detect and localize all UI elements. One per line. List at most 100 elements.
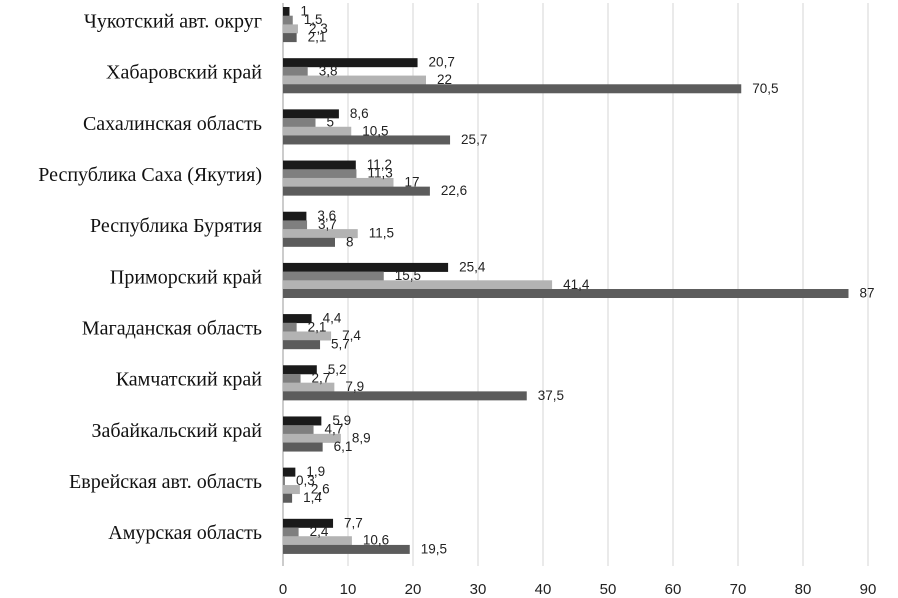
data-label: 25,7 <box>461 132 487 147</box>
bar-series-2 <box>283 66 308 76</box>
data-label: 2,6 <box>311 482 330 497</box>
bar-series-3 <box>283 433 341 443</box>
bar-series-2 <box>283 169 357 179</box>
data-label: 4,7 <box>325 422 344 437</box>
x-tick-label: 60 <box>665 581 682 598</box>
data-label: 6,1 <box>334 439 353 454</box>
bar-series-2 <box>283 15 293 25</box>
category-label: Приморский край <box>110 266 262 288</box>
bar-series-4 <box>283 340 321 350</box>
data-label: 8,9 <box>352 430 371 445</box>
x-tick-label: 10 <box>340 581 357 598</box>
data-label: 2,4 <box>310 524 329 539</box>
bar-series-4 <box>283 33 297 43</box>
category-label: Камчатский край <box>116 369 263 391</box>
bar-series-4 <box>283 544 410 554</box>
data-label: 5,7 <box>331 337 350 352</box>
category-label: Чукотский авт. округ <box>84 10 262 32</box>
data-label: 7,7 <box>344 515 363 530</box>
data-label: 1,5 <box>304 12 323 27</box>
data-label: 11,2 <box>367 157 392 172</box>
data-label: 25,4 <box>459 259 486 274</box>
category-label: Сахалинская область <box>83 113 262 135</box>
category-label: Магаданская область <box>82 317 262 339</box>
x-tick-label: 50 <box>600 581 617 598</box>
bars <box>283 7 849 554</box>
x-tick-label: 40 <box>535 581 552 598</box>
bar-series-1 <box>283 518 334 528</box>
data-label: 22,6 <box>441 183 467 198</box>
data-label: 11,3 <box>367 166 392 181</box>
data-label: 1 <box>301 4 309 19</box>
bar-series-4 <box>283 135 451 145</box>
bar-series-3 <box>283 331 332 341</box>
data-label: 7,9 <box>345 379 364 394</box>
data-label: 17 <box>405 174 420 189</box>
data-label: 3,6 <box>317 208 336 223</box>
bar-series-1 <box>283 467 296 477</box>
data-label: 10,5 <box>362 123 388 138</box>
x-axis-tick-labels: 0 10 20 30 40 50 60 70 80 90 <box>279 581 877 598</box>
category-labels: Чукотский авт. округ Хабаровский край Саха… <box>38 10 262 544</box>
data-label: 5,2 <box>328 362 347 377</box>
data-label: 8,6 <box>350 106 369 121</box>
bar-series-4 <box>283 186 430 196</box>
data-label: 7,4 <box>342 328 361 343</box>
data-label: 15,5 <box>395 268 421 283</box>
data-label: 87 <box>860 286 875 301</box>
data-labels: 11,52,32,120,73,82270,58,6510,525,711,21… <box>296 4 875 557</box>
bar-series-1 <box>283 416 322 426</box>
bar-series-3 <box>283 229 358 239</box>
bar-series-2 <box>283 476 285 486</box>
bar-series-4 <box>283 289 849 299</box>
bar-series-2 <box>283 527 299 537</box>
x-tick-label: 90 <box>860 581 877 598</box>
bar-series-1 <box>283 7 290 16</box>
bar-series-1 <box>283 160 356 170</box>
data-label: 4,4 <box>323 311 342 326</box>
x-tick-label: 30 <box>470 581 487 598</box>
bar-series-4 <box>283 391 527 401</box>
bar-series-1 <box>283 262 449 272</box>
bar-series-1 <box>283 211 307 221</box>
bar-series-4 <box>283 84 742 94</box>
data-label: 3,7 <box>318 217 337 232</box>
bar-series-3 <box>283 75 426 85</box>
x-tick-label: 20 <box>405 581 422 598</box>
data-label: 10,6 <box>363 533 389 548</box>
data-label: 2,1 <box>308 319 327 334</box>
x-tick-label: 0 <box>279 581 287 598</box>
data-label: 22 <box>437 72 452 87</box>
data-label: 1,4 <box>303 490 322 505</box>
bar-series-4 <box>283 442 323 452</box>
bar-series-4 <box>283 237 335 247</box>
category-label: Амурская область <box>108 522 262 544</box>
bar-series-2 <box>283 271 384 281</box>
bar-series-4 <box>283 493 293 503</box>
x-tick-label: 80 <box>795 581 812 598</box>
bar-series-3 <box>283 177 394 187</box>
bar-series-1 <box>283 109 339 119</box>
bar-series-2 <box>283 220 308 230</box>
bar-series-3 <box>283 382 335 392</box>
data-label: 37,5 <box>538 388 564 403</box>
data-label: 8 <box>346 234 354 249</box>
data-label: 20,7 <box>429 55 455 70</box>
bar-series-3 <box>283 24 298 34</box>
data-label: 5 <box>327 115 335 130</box>
data-label: 5,9 <box>332 413 351 428</box>
data-label: 41,4 <box>563 277 590 292</box>
data-label: 0,3 <box>296 473 315 488</box>
data-label: 19,5 <box>421 541 447 556</box>
bar-series-1 <box>283 314 312 324</box>
data-label: 1,9 <box>306 464 325 479</box>
bar-series-3 <box>283 126 352 136</box>
category-label: Забайкальский край <box>91 420 262 442</box>
bar-series-2 <box>283 118 316 128</box>
category-label: Республика Бурятия <box>90 215 262 237</box>
bar-series-2 <box>283 322 297 332</box>
bar-series-1 <box>283 365 317 375</box>
bar-series-3 <box>283 536 352 546</box>
x-tick-label: 70 <box>730 581 747 598</box>
